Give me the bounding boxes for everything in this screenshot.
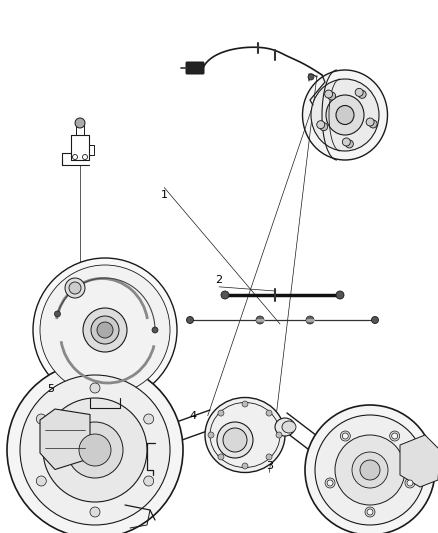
Ellipse shape <box>317 120 325 128</box>
Ellipse shape <box>282 421 296 433</box>
Circle shape <box>221 291 229 299</box>
Circle shape <box>390 431 400 441</box>
Circle shape <box>75 118 85 128</box>
Circle shape <box>336 291 344 299</box>
Ellipse shape <box>326 95 364 135</box>
Ellipse shape <box>369 120 377 128</box>
Ellipse shape <box>320 123 328 131</box>
Circle shape <box>36 414 46 424</box>
Circle shape <box>392 433 398 439</box>
Circle shape <box>256 316 264 324</box>
Circle shape <box>33 258 177 402</box>
Ellipse shape <box>355 88 363 96</box>
Circle shape <box>407 480 413 486</box>
Polygon shape <box>400 435 438 487</box>
Ellipse shape <box>366 118 374 126</box>
Circle shape <box>97 322 113 338</box>
Circle shape <box>305 405 435 533</box>
Circle shape <box>79 434 111 466</box>
Circle shape <box>91 316 119 344</box>
Ellipse shape <box>336 106 354 125</box>
Circle shape <box>315 415 425 525</box>
Circle shape <box>405 478 415 488</box>
Circle shape <box>20 375 170 525</box>
FancyBboxPatch shape <box>186 62 204 74</box>
Circle shape <box>36 476 46 486</box>
Circle shape <box>365 507 375 517</box>
Ellipse shape <box>303 70 388 160</box>
Circle shape <box>242 463 248 469</box>
Circle shape <box>90 507 100 517</box>
Ellipse shape <box>358 91 366 99</box>
Circle shape <box>69 282 81 294</box>
Text: 1: 1 <box>161 190 168 199</box>
Circle shape <box>208 432 214 438</box>
Text: 2: 2 <box>215 275 223 285</box>
Circle shape <box>371 317 378 324</box>
Circle shape <box>242 401 248 407</box>
Circle shape <box>352 452 388 488</box>
Circle shape <box>43 398 147 502</box>
Circle shape <box>144 414 154 424</box>
Ellipse shape <box>205 398 285 472</box>
Ellipse shape <box>325 90 332 98</box>
Circle shape <box>67 422 123 478</box>
Circle shape <box>144 476 154 486</box>
Circle shape <box>187 317 194 324</box>
Circle shape <box>266 454 272 460</box>
Circle shape <box>325 478 335 488</box>
Ellipse shape <box>275 418 295 436</box>
Circle shape <box>152 327 158 333</box>
Circle shape <box>7 362 183 533</box>
Circle shape <box>54 311 60 317</box>
Circle shape <box>308 74 314 80</box>
Circle shape <box>306 316 314 324</box>
Circle shape <box>343 433 348 439</box>
Circle shape <box>40 265 170 395</box>
Text: 5: 5 <box>47 384 54 394</box>
Circle shape <box>218 454 224 460</box>
Circle shape <box>90 383 100 393</box>
Ellipse shape <box>345 140 353 148</box>
Circle shape <box>276 432 282 438</box>
Circle shape <box>218 410 224 416</box>
Circle shape <box>340 431 350 441</box>
Text: 4: 4 <box>189 411 196 421</box>
Text: 3: 3 <box>266 462 273 471</box>
Circle shape <box>223 428 247 452</box>
Circle shape <box>65 278 85 298</box>
Circle shape <box>335 435 405 505</box>
Ellipse shape <box>328 92 336 100</box>
Circle shape <box>217 422 253 458</box>
Circle shape <box>360 460 380 480</box>
Polygon shape <box>40 409 90 470</box>
Circle shape <box>266 410 272 416</box>
Circle shape <box>327 480 333 486</box>
Ellipse shape <box>311 79 379 151</box>
Circle shape <box>83 308 127 352</box>
Circle shape <box>367 509 373 515</box>
Ellipse shape <box>343 138 350 146</box>
